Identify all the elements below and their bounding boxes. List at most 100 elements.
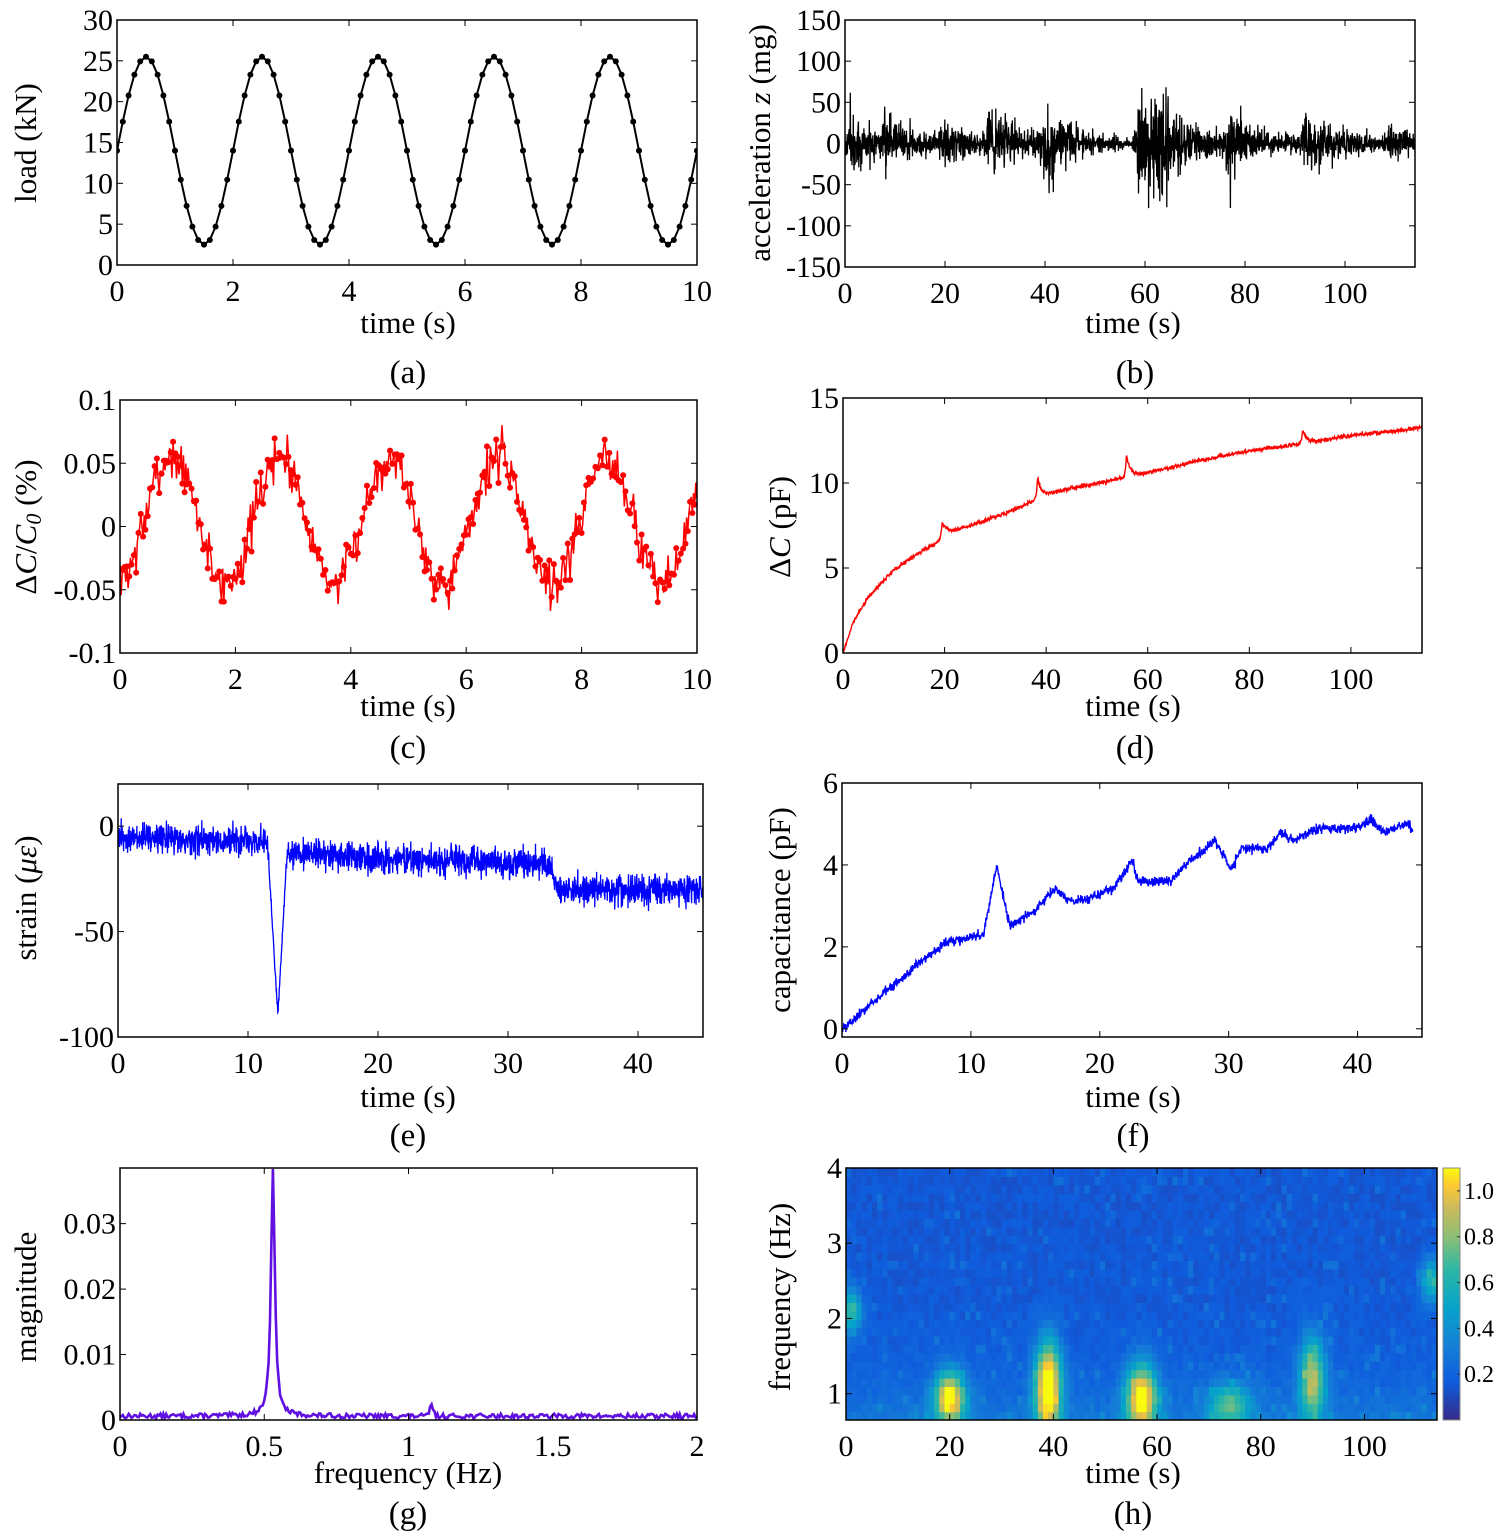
heatmap-cell <box>1053 1310 1060 1320</box>
heatmap-cell <box>1229 1302 1236 1312</box>
heatmap-cell <box>1214 1411 1220 1420</box>
heatmap-cell <box>1405 1369 1412 1379</box>
y-tick-label: 30 <box>83 4 113 37</box>
heatmap-cell <box>1240 1285 1246 1295</box>
heatmap-cell <box>897 1327 904 1337</box>
heatmap-cell <box>861 1226 868 1236</box>
heatmap-cell <box>1011 1243 1018 1253</box>
x-tick-label: 20 <box>930 277 960 310</box>
heatmap-cell <box>892 1285 899 1295</box>
heatmap-cell <box>1048 1361 1054 1371</box>
heatmap-cell <box>1110 1176 1117 1186</box>
data-point <box>167 449 174 456</box>
heatmap-cell <box>1240 1369 1246 1379</box>
heatmap-cell <box>923 1352 930 1362</box>
heatmap-cell <box>1431 1218 1437 1228</box>
heatmap-cell <box>1048 1411 1054 1420</box>
heatmap-cell <box>861 1210 868 1219</box>
heatmap-cell <box>1338 1176 1345 1186</box>
heatmap-cell <box>1400 1411 1407 1420</box>
heatmap-cell <box>1271 1218 1277 1228</box>
data-point <box>560 554 567 561</box>
x-tick-label: 0 <box>113 663 128 696</box>
heatmap-cell <box>1245 1403 1251 1413</box>
heatmap-cell <box>1374 1327 1381 1337</box>
heatmap-cell <box>1214 1268 1220 1278</box>
heatmap-cell <box>1131 1201 1137 1211</box>
heatmap-cell <box>897 1344 904 1354</box>
heatmap-cell <box>1229 1235 1236 1245</box>
heatmap-cell <box>1265 1268 1272 1278</box>
heatmap-cell <box>965 1226 972 1236</box>
heatmap-cell <box>1141 1277 1148 1287</box>
heatmap-cell <box>1001 1184 1008 1194</box>
heatmap-cell <box>1369 1218 1376 1228</box>
heatmap-cell <box>1110 1378 1117 1387</box>
heatmap-cell <box>1281 1252 1288 1261</box>
heatmap-cell <box>1385 1411 1391 1420</box>
heatmap-cell <box>1416 1243 1423 1253</box>
heatmap-cell <box>944 1403 951 1413</box>
data-point <box>352 532 359 539</box>
heatmap-cell <box>866 1210 873 1219</box>
heatmap-cell <box>1053 1184 1060 1194</box>
heatmap-cell <box>1043 1226 1049 1236</box>
heatmap-cell <box>1426 1184 1433 1194</box>
heatmap-cell <box>1260 1226 1267 1236</box>
heatmap-cell <box>1100 1327 1106 1337</box>
heatmap-cell <box>1167 1344 1174 1354</box>
heatmap-cell <box>877 1369 883 1379</box>
heatmap-cell <box>1348 1218 1355 1228</box>
heatmap-cell <box>856 1294 863 1303</box>
heatmap-cell <box>1058 1277 1065 1287</box>
heatmap-cell <box>1151 1252 1158 1261</box>
heatmap-cell <box>1120 1193 1127 1203</box>
heatmap-cell <box>856 1243 863 1253</box>
heatmap-cell <box>1037 1394 1044 1404</box>
heatmap-cell <box>892 1352 899 1362</box>
heatmap-cell <box>1224 1193 1231 1203</box>
heatmap-cell <box>1146 1302 1153 1312</box>
heatmap-cell <box>1390 1210 1397 1219</box>
heatmap-cell <box>991 1352 997 1362</box>
heatmap-cell <box>1177 1378 1184 1387</box>
heatmap-cell <box>1214 1361 1220 1371</box>
heatmap-cell <box>1032 1378 1039 1387</box>
heatmap-cell <box>1260 1184 1267 1194</box>
heatmap-cell <box>1348 1176 1355 1186</box>
heatmap-cell <box>965 1268 972 1278</box>
heatmap-cell <box>1193 1378 1200 1387</box>
heatmap-cell <box>1333 1176 1340 1186</box>
heatmap-cell <box>846 1235 852 1245</box>
heatmap-cell <box>1120 1294 1127 1303</box>
heatmap-cell <box>1193 1285 1200 1295</box>
heatmap-cell <box>1120 1260 1127 1270</box>
heatmap-cell <box>1043 1168 1049 1177</box>
heatmap-cell <box>985 1386 992 1396</box>
heatmap-cell <box>1354 1168 1360 1177</box>
heatmap-cell <box>1167 1210 1174 1219</box>
heatmap-cell <box>1317 1352 1324 1362</box>
data-point <box>666 582 673 589</box>
heatmap-cell <box>892 1310 899 1320</box>
heatmap-cell <box>1405 1201 1412 1211</box>
heatmap-cell <box>960 1176 966 1186</box>
heatmap-cell <box>1395 1327 1402 1337</box>
heatmap-cell <box>1255 1386 1262 1396</box>
data-point <box>624 92 631 99</box>
data-point <box>620 472 627 479</box>
heatmap-cell <box>903 1193 909 1203</box>
heatmap-cell <box>1084 1184 1091 1194</box>
panel-d-xlabel: time (s) <box>1085 688 1181 723</box>
heatmap-cell <box>1411 1344 1417 1354</box>
heatmap-cell <box>1260 1327 1267 1337</box>
heatmap-cell <box>1203 1201 1210 1211</box>
heatmap-cell <box>1291 1268 1298 1278</box>
x-tick-label: 1.5 <box>534 1430 572 1463</box>
heatmap-cell <box>975 1243 982 1253</box>
data-point <box>636 557 643 564</box>
heatmap-cell <box>996 1168 1003 1177</box>
heatmap-cell <box>1317 1184 1324 1194</box>
heatmap-cell <box>1405 1226 1412 1236</box>
y-tick-label: -0.05 <box>54 574 117 607</box>
